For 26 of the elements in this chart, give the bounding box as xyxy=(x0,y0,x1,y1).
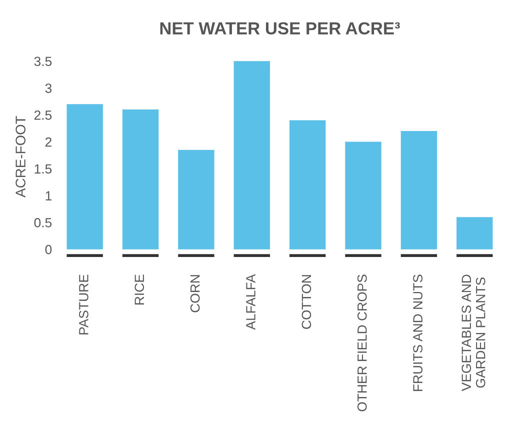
bar xyxy=(122,110,159,250)
bar xyxy=(234,61,270,250)
y-tick-label: 3 xyxy=(45,84,52,93)
x-tick-label: ALFALFA xyxy=(246,274,256,330)
y-tick-label: 0.5 xyxy=(34,218,52,228)
y-tick-label: 2.5 xyxy=(34,110,52,120)
y-tick-label: 3.5 xyxy=(34,56,52,66)
chart-title: NET WATER USE PER ACRE³ xyxy=(160,22,400,34)
y-tick-label: 0 xyxy=(45,244,52,254)
y-tick-label: 1 xyxy=(46,191,52,200)
x-tick-label: CORN xyxy=(190,275,200,312)
bar xyxy=(345,142,382,250)
bar xyxy=(66,104,103,250)
x-tick-label: FRUITS AND NUTS xyxy=(413,274,422,392)
x-tick-label: VEGETABLES AND GARDEN PLANTS xyxy=(462,274,486,392)
y-tick-label: 2 xyxy=(45,137,52,147)
bar xyxy=(456,217,493,250)
x-tick-label: RICE xyxy=(134,274,144,305)
bar xyxy=(400,131,438,250)
x-tick-label: PASTURE xyxy=(79,274,88,334)
y-tick-label: 1.5 xyxy=(34,164,52,174)
bar xyxy=(178,150,214,250)
x-tick-label: OTHER FIELD CROPS xyxy=(357,274,367,412)
y-axis-title: ACRE-FOOT xyxy=(16,116,26,198)
bar xyxy=(289,120,326,250)
x-tick-label: COTTON xyxy=(302,275,312,329)
